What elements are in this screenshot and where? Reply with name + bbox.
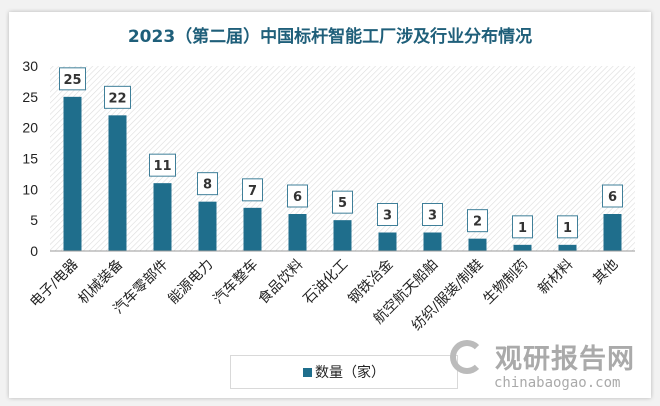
bar bbox=[378, 232, 397, 251]
data-label: 6 bbox=[293, 190, 302, 205]
watermark-en: chinabaogao.com bbox=[494, 375, 621, 391]
data-label-box bbox=[149, 153, 176, 177]
bar bbox=[603, 214, 622, 251]
legend: 数量（家） bbox=[230, 355, 458, 389]
x-tick-label: 石油化工 bbox=[300, 257, 351, 308]
data-label: 5 bbox=[338, 196, 347, 211]
data-label-box bbox=[602, 184, 623, 208]
bar bbox=[108, 115, 127, 251]
bar bbox=[243, 207, 262, 251]
data-label-box bbox=[332, 190, 353, 214]
data-label: 7 bbox=[248, 184, 257, 199]
y-tick-label: 5 bbox=[30, 212, 38, 228]
y-tick-label: 10 bbox=[22, 181, 38, 197]
y-tick-label: 25 bbox=[22, 89, 38, 105]
legend-swatch bbox=[303, 367, 312, 377]
data-label-box bbox=[377, 203, 398, 226]
x-tick-label: 新材料 bbox=[535, 257, 576, 298]
x-tick-label: 汽车整车 bbox=[210, 256, 262, 308]
bar bbox=[153, 183, 172, 251]
x-tick-label: 生物制药 bbox=[480, 257, 531, 308]
data-label-box bbox=[104, 85, 131, 109]
bar bbox=[63, 96, 82, 251]
data-label: 1 bbox=[518, 221, 527, 236]
data-label-box bbox=[557, 215, 578, 239]
x-tick-label: 电子/电器 bbox=[27, 257, 81, 311]
x-tick-label: 能源电力 bbox=[165, 257, 216, 308]
data-label: 6 bbox=[608, 190, 617, 205]
chart-title: 2023（第二届）中国标杆智能工厂涉及行业分布情况 bbox=[127, 27, 533, 47]
data-label-box bbox=[59, 67, 86, 91]
bar bbox=[333, 220, 352, 251]
bar bbox=[468, 238, 487, 251]
data-label: 11 bbox=[153, 159, 171, 174]
bar bbox=[513, 244, 532, 251]
data-label: 3 bbox=[383, 209, 392, 224]
data-label-box bbox=[422, 203, 443, 226]
data-label-box bbox=[197, 172, 218, 196]
y-tick-label: 20 bbox=[22, 120, 38, 136]
data-label: 25 bbox=[63, 73, 81, 88]
data-label: 1 bbox=[563, 221, 572, 236]
bar bbox=[423, 232, 442, 251]
bar bbox=[198, 201, 217, 251]
y-tick-label: 15 bbox=[22, 151, 38, 167]
data-label-box bbox=[467, 209, 488, 233]
x-tick-label: 食品饮料 bbox=[255, 256, 307, 308]
watermark-cn: 观研报告网 bbox=[495, 344, 635, 375]
data-label-box bbox=[287, 184, 308, 208]
data-label-box bbox=[242, 178, 263, 202]
watermark-logo-icon bbox=[450, 340, 484, 374]
x-tick-label: 其他 bbox=[590, 257, 621, 288]
legend-label: 数量（家） bbox=[315, 365, 385, 381]
data-label-box bbox=[512, 215, 533, 239]
bar bbox=[558, 244, 577, 251]
y-tick-label: 0 bbox=[30, 243, 38, 259]
data-label: 3 bbox=[428, 209, 437, 224]
data-label: 2 bbox=[473, 215, 482, 230]
bar bbox=[288, 214, 307, 251]
y-tick-label: 30 bbox=[22, 58, 38, 74]
data-label: 8 bbox=[203, 178, 212, 193]
data-label: 22 bbox=[108, 91, 126, 106]
